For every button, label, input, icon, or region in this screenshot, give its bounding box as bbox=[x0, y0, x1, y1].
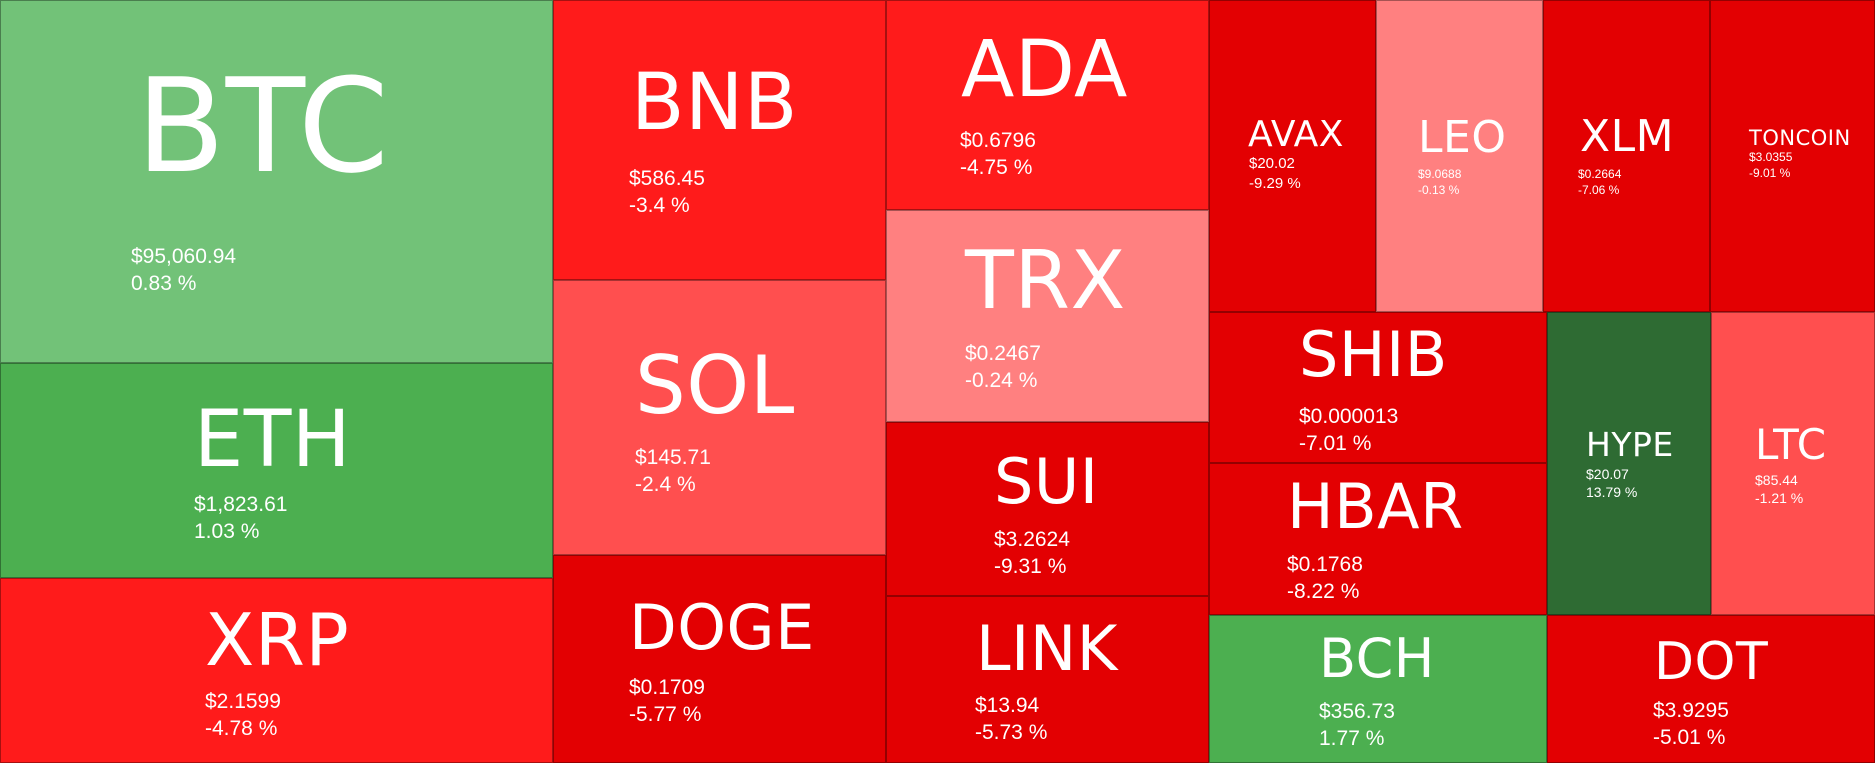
coin-change: -3.4 % bbox=[629, 194, 690, 217]
tile-xrp[interactable]: XRP $2.1599 -4.78 % bbox=[0, 578, 553, 763]
coin-price: $356.73 bbox=[1319, 700, 1395, 723]
tile-dot[interactable]: DOT $3.9295 -5.01 % bbox=[1547, 615, 1875, 763]
coin-change: -9.01 % bbox=[1749, 166, 1791, 180]
coin-price: $2.1599 bbox=[205, 690, 281, 713]
coin-symbol: BTC bbox=[136, 50, 390, 202]
coin-change: -0.13 % bbox=[1418, 183, 1460, 197]
tile-eth[interactable]: ETH $1,823.61 1.03 % bbox=[0, 363, 553, 578]
coin-price: $20.07 bbox=[1586, 466, 1629, 482]
coin-price: $85.44 bbox=[1755, 472, 1798, 488]
tile-sol[interactable]: SOL $145.71 -2.4 % bbox=[553, 280, 886, 555]
coin-symbol: LTC bbox=[1755, 420, 1827, 469]
coin-change: -5.73 % bbox=[975, 721, 1048, 744]
coin-symbol: HYPE bbox=[1586, 425, 1674, 464]
coin-price: $9.0688 bbox=[1418, 167, 1462, 181]
coin-change: 1.77 % bbox=[1319, 727, 1385, 750]
tile-xlm[interactable]: XLM $0.2664 -7.06 % bbox=[1543, 0, 1710, 312]
coin-symbol: SUI bbox=[994, 445, 1099, 518]
coin-price: $95,060.94 bbox=[131, 245, 237, 268]
tile-toncoin[interactable]: TONCOIN $3.0355 -9.01 % bbox=[1710, 0, 1875, 312]
tile-leo[interactable]: LEO $9.0688 -0.13 % bbox=[1376, 0, 1543, 312]
coin-symbol: DOGE bbox=[629, 591, 815, 664]
tile-link[interactable]: LINK $13.94 -5.73 % bbox=[886, 596, 1209, 763]
tile-sui[interactable]: SUI $3.2624 -9.31 % bbox=[886, 422, 1209, 596]
coin-price: $0.000013 bbox=[1299, 405, 1399, 428]
coin-symbol: HBAR bbox=[1287, 470, 1464, 543]
coin-symbol: ETH bbox=[194, 395, 352, 485]
coin-symbol: DOT bbox=[1654, 632, 1769, 692]
coin-change: -9.29 % bbox=[1249, 175, 1301, 192]
coin-symbol: TRX bbox=[965, 234, 1126, 327]
coin-price: $20.02 bbox=[1249, 155, 1295, 172]
tile-bnb[interactable]: BNB $586.45 -3.4 % bbox=[553, 0, 886, 280]
coin-price: $586.45 bbox=[629, 167, 705, 190]
tile-hype[interactable]: HYPE $20.07 13.79 % bbox=[1547, 312, 1711, 615]
tile-shib[interactable]: SHIB $0.000013 -7.01 % bbox=[1209, 312, 1547, 463]
coin-change: -5.77 % bbox=[629, 703, 702, 726]
coin-change: 13.79 % bbox=[1586, 484, 1638, 500]
coin-price: $145.71 bbox=[635, 446, 711, 469]
coin-change: -9.31 % bbox=[994, 555, 1067, 578]
tile-trx[interactable]: TRX $0.2467 -0.24 % bbox=[886, 210, 1209, 422]
coin-symbol: BNB bbox=[631, 58, 798, 148]
coin-change: -4.78 % bbox=[205, 717, 278, 740]
coin-change: 1.03 % bbox=[194, 520, 260, 543]
coin-price: $0.2664 bbox=[1578, 167, 1622, 181]
coin-price: $3.2624 bbox=[994, 528, 1070, 551]
coin-symbol: SHIB bbox=[1299, 318, 1448, 391]
coin-price: $0.6796 bbox=[960, 129, 1036, 152]
coin-price: $3.0355 bbox=[1749, 150, 1793, 164]
coin-price: $13.94 bbox=[975, 694, 1040, 717]
coin-change: 0.83 % bbox=[131, 272, 197, 295]
coin-price: $1,823.61 bbox=[194, 493, 288, 516]
coin-change: -7.01 % bbox=[1299, 432, 1372, 455]
coin-symbol: SOL bbox=[635, 339, 795, 432]
tile-avax[interactable]: AVAX $20.02 -9.29 % bbox=[1209, 0, 1376, 312]
coin-change: -8.22 % bbox=[1287, 580, 1360, 603]
coin-symbol: LINK bbox=[976, 612, 1118, 685]
tile-ada[interactable]: ADA $0.6796 -4.75 % bbox=[886, 0, 1209, 210]
coin-symbol: LEO bbox=[1418, 112, 1507, 163]
coin-symbol: BCH bbox=[1319, 627, 1435, 690]
coin-change: -7.06 % bbox=[1578, 183, 1620, 197]
tile-bch[interactable]: BCH $356.73 1.77 % bbox=[1209, 615, 1547, 763]
tile-doge[interactable]: DOGE $0.1709 -5.77 % bbox=[553, 555, 886, 763]
coin-symbol: ADA bbox=[961, 25, 1128, 115]
coin-symbol: XLM bbox=[1580, 111, 1675, 162]
coin-price: $0.1709 bbox=[629, 676, 705, 699]
coin-symbol: TONCOIN bbox=[1749, 126, 1851, 150]
tile-btc[interactable]: BTC $95,060.94 0.83 % bbox=[0, 0, 553, 363]
coin-change: -2.4 % bbox=[635, 473, 696, 496]
coin-price: $0.1768 bbox=[1287, 553, 1363, 576]
coin-change: -5.01 % bbox=[1653, 726, 1726, 749]
coin-symbol: XRP bbox=[205, 598, 350, 682]
coin-price: $0.2467 bbox=[965, 342, 1041, 365]
coin-change: -1.21 % bbox=[1755, 490, 1804, 506]
coin-change: -0.24 % bbox=[965, 369, 1038, 392]
tile-hbar[interactable]: HBAR $0.1768 -8.22 % bbox=[1209, 463, 1547, 615]
tile-ltc[interactable]: LTC $85.44 -1.21 % bbox=[1711, 312, 1875, 615]
coin-price: $3.9295 bbox=[1653, 699, 1729, 722]
coin-symbol: AVAX bbox=[1248, 114, 1344, 155]
coin-change: -4.75 % bbox=[960, 156, 1033, 179]
